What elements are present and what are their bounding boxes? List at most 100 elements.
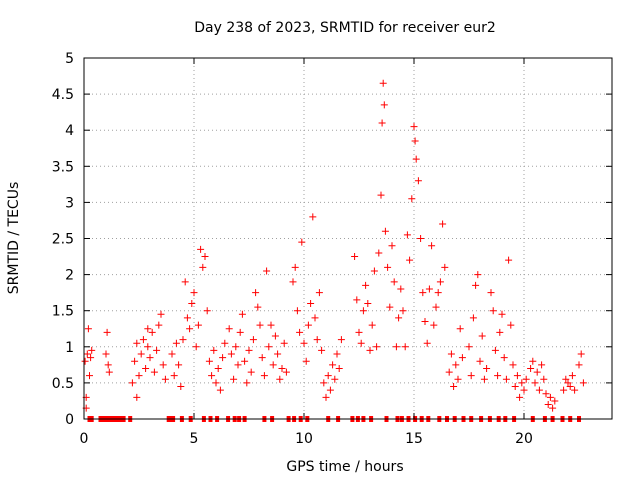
data-point <box>252 289 260 297</box>
data-point <box>549 404 557 412</box>
y-tick-label: 2.5 <box>52 232 74 248</box>
data-point <box>425 285 433 293</box>
x-tick-label: 10 <box>295 431 313 447</box>
data-point <box>139 336 147 344</box>
data-point <box>498 310 506 318</box>
data-point <box>469 314 477 322</box>
data-point <box>324 372 332 380</box>
data-point <box>311 314 319 322</box>
data-point <box>282 368 290 376</box>
data-point <box>467 372 475 380</box>
data-point <box>86 372 93 380</box>
y-tick-label: 2 <box>65 268 74 284</box>
data-point <box>144 343 152 351</box>
data-point <box>379 79 387 87</box>
data-point <box>507 321 515 329</box>
data-point <box>155 321 163 329</box>
data-point <box>579 379 587 387</box>
data-point <box>289 278 297 286</box>
data-point <box>265 343 273 351</box>
data-point <box>544 401 552 409</box>
data-point <box>421 318 429 326</box>
data-point <box>234 361 242 369</box>
data-point <box>103 328 111 336</box>
data-point <box>302 357 310 365</box>
data-point <box>436 278 444 286</box>
data-point <box>146 354 154 362</box>
data-point <box>568 372 576 380</box>
data-point <box>516 393 524 401</box>
data-point <box>518 379 526 387</box>
data-point <box>133 339 141 347</box>
data-point <box>175 361 183 369</box>
data-point <box>380 101 388 109</box>
data-point <box>487 289 495 297</box>
data-point <box>219 354 227 362</box>
data-point <box>148 328 156 336</box>
data-point <box>533 368 541 376</box>
data-point <box>381 227 389 235</box>
data-point <box>227 350 235 358</box>
data-point <box>263 267 271 275</box>
data-point <box>208 372 216 380</box>
data-point <box>357 339 365 347</box>
data-point <box>441 263 449 271</box>
data-point <box>378 119 386 127</box>
data-point <box>205 357 213 365</box>
y-axis-label: SRMTID / TECUs <box>6 182 22 295</box>
data-point <box>271 332 279 340</box>
data-point <box>535 386 543 394</box>
x-axis-label: GPS time / hours <box>286 459 403 475</box>
data-point <box>194 321 202 329</box>
data-point <box>258 354 266 362</box>
data-point <box>128 379 136 387</box>
data-point <box>131 357 139 365</box>
data-point <box>430 321 438 329</box>
data-point <box>168 350 176 358</box>
data-point <box>181 278 189 286</box>
data-point <box>276 375 284 383</box>
data-point <box>575 361 583 369</box>
data-point <box>221 339 229 347</box>
data-point <box>428 242 436 250</box>
data-point <box>260 372 268 380</box>
data-point <box>399 307 407 315</box>
data-point <box>329 361 337 369</box>
data-point <box>153 346 161 354</box>
data-point <box>480 375 488 383</box>
data-point <box>203 307 211 315</box>
data-point <box>474 271 482 279</box>
data-point <box>373 343 381 351</box>
data-point <box>333 350 341 358</box>
data-point <box>232 343 240 351</box>
data-point <box>150 368 158 376</box>
data-point <box>472 281 480 289</box>
data-point <box>212 379 220 387</box>
data-point <box>144 325 152 333</box>
data-point <box>157 310 165 318</box>
data-point <box>491 346 499 354</box>
chart-title: Day 238 of 2023, SRMTID for receiver eur… <box>194 20 496 36</box>
data-point <box>245 346 253 354</box>
data-point <box>105 368 113 376</box>
data-point <box>370 267 378 275</box>
data-point <box>201 253 209 261</box>
tick-labels-layer: 0 0.5 1 1.5 2 2.5 3 3.5 4 4.5 5 0 5 10 15 20 <box>52 51 533 447</box>
data-point <box>278 364 286 372</box>
data-point <box>269 361 277 369</box>
y-tick-label: 1.5 <box>52 304 74 320</box>
data-point <box>236 328 244 336</box>
data-point <box>186 325 194 333</box>
data-point <box>522 375 530 383</box>
data-point <box>410 123 418 131</box>
data-point <box>560 386 568 394</box>
data-point <box>408 195 416 203</box>
data-point <box>249 336 257 344</box>
data-point <box>351 253 359 261</box>
data-point <box>179 336 187 344</box>
data-point <box>243 379 251 387</box>
data-point <box>386 303 394 311</box>
data-point <box>137 350 145 358</box>
data-point <box>170 372 178 380</box>
